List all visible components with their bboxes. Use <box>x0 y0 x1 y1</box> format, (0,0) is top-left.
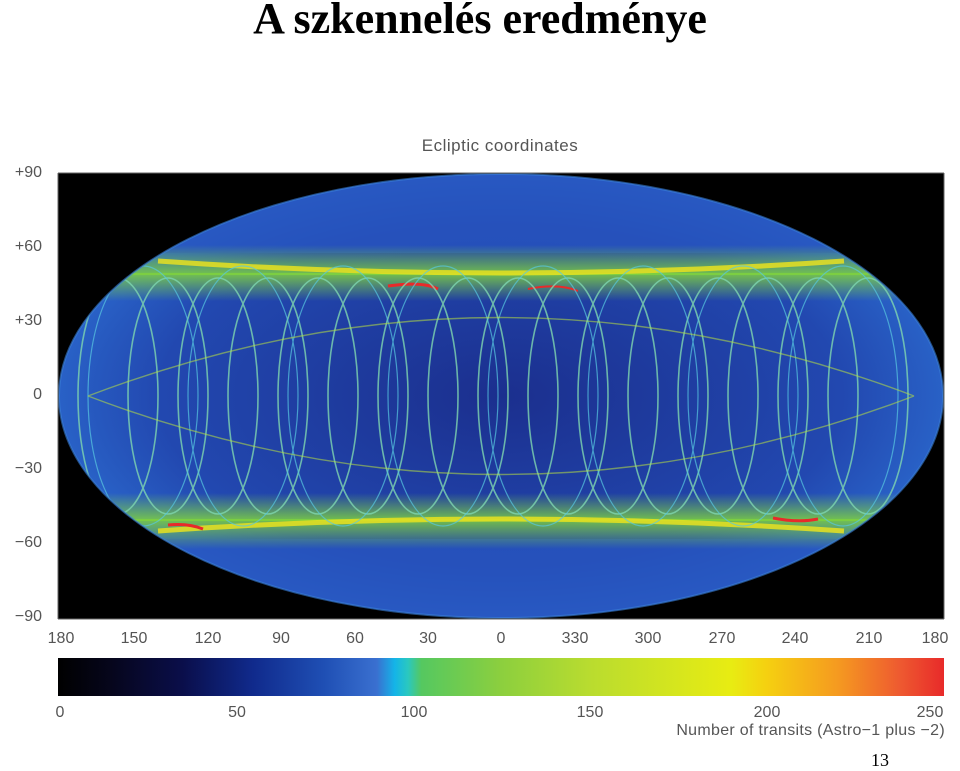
x-tick-label: 270 <box>708 630 736 647</box>
y-tick-label: 0 <box>33 386 42 403</box>
colorbar-tick-label: 150 <box>576 704 604 721</box>
x-tick-label: 300 <box>634 630 662 647</box>
sky-map <box>58 173 944 619</box>
figure-title: Ecliptic coordinates <box>421 136 579 155</box>
colorbar-tick-label: 50 <box>228 704 246 721</box>
colorbar-tick-label: 100 <box>400 704 428 721</box>
x-tick-label: 90 <box>272 630 290 647</box>
slide-title: A szkennelés eredménye <box>253 0 707 43</box>
x-tick-label: 180 <box>921 630 949 647</box>
x-tick-label: 210 <box>855 630 883 647</box>
axis-ticks <box>57 172 945 620</box>
y-tick-label: +60 <box>14 238 42 255</box>
colorbar-tick-label: 200 <box>753 704 781 721</box>
x-tick-label: 120 <box>194 630 222 647</box>
x-tick-label: 30 <box>419 630 437 647</box>
colorbar <box>58 658 944 696</box>
y-tick-label: −60 <box>14 534 42 551</box>
sky-map-graphic <box>58 173 944 619</box>
x-tick-label: 240 <box>781 630 809 647</box>
x-tick-label: 150 <box>120 630 148 647</box>
x-tick-label: 180 <box>47 630 75 647</box>
x-tick-label: 0 <box>496 630 506 647</box>
colorbar-tick-label: 0 <box>55 704 65 721</box>
page-number: 13 <box>871 750 889 770</box>
y-tick-label: +90 <box>14 164 42 181</box>
x-tick-label: 60 <box>346 630 364 647</box>
y-tick-label: −30 <box>14 460 42 477</box>
y-tick-label: +30 <box>14 312 42 329</box>
x-tick-label: 330 <box>561 630 589 647</box>
colorbar-tick-label: 250 <box>916 704 944 721</box>
y-tick-label: −90 <box>14 608 42 625</box>
figure-ecliptic-map: Ecliptic coordinates +90 +60 +30 0 −30 −… <box>0 130 960 750</box>
colorbar-title: Number of transits (Astro−1 plus −2) <box>676 722 945 739</box>
